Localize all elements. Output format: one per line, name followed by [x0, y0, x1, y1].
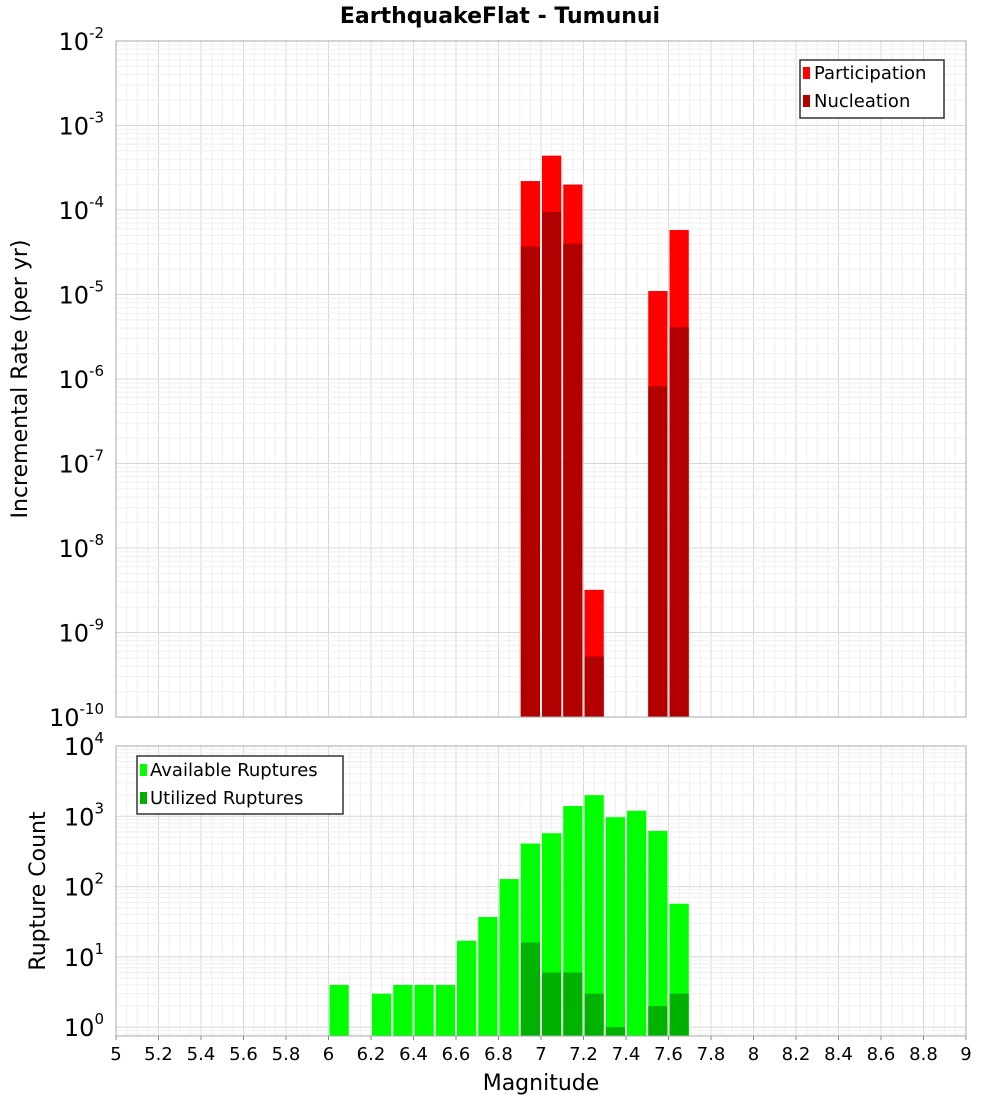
- top-legend: Participation Nucleation: [799, 59, 945, 119]
- legend-label-nucleation: Nucleation: [814, 91, 910, 112]
- x-tick-label: 6.2: [357, 1044, 386, 1065]
- bottom-bar-available-ruptures: [499, 879, 519, 1036]
- bottom-bar-utilized-ruptures: [520, 942, 540, 1036]
- bottom-bar-available-ruptures: [478, 916, 498, 1036]
- bottom-legend-box: [136, 755, 344, 815]
- bottom-bar-utilized-ruptures: [542, 972, 562, 1036]
- bottom-bar-available-ruptures: [605, 817, 625, 1036]
- x-tick-label: 5.6: [229, 1044, 258, 1065]
- top-y-ticks: 10-10 10-9 10-8 10-7 10-6 10-5 10-4 10-3 10-2: [49, 24, 104, 732]
- legend-label-utilized: Utilized Ruptures: [150, 788, 303, 809]
- x-tick-label: 6: [323, 1044, 334, 1065]
- x-tick-label: 6.6: [442, 1044, 471, 1065]
- x-tick-label: 5.2: [144, 1044, 173, 1065]
- top-y-tick-label: 10-7: [58, 447, 104, 479]
- top-gridlines: [115, 40, 967, 718]
- x-tick-label: 8.8: [909, 1044, 938, 1065]
- top-y-tick-label: 10-9: [58, 616, 104, 648]
- top-y-tick-label: 10-3: [58, 109, 104, 141]
- top-y-tick-label: 10-4: [58, 193, 104, 225]
- bottom-bar-available-ruptures: [435, 984, 455, 1036]
- top-y-tick-label: 10-6: [58, 362, 104, 394]
- x-tick-label: 5.4: [187, 1044, 216, 1065]
- bottom-bar-available-ruptures: [372, 993, 392, 1036]
- top-y-tick-label: 10-10: [49, 700, 104, 732]
- x-tick-label: 6.4: [399, 1044, 428, 1065]
- x-tick-label: 8.4: [824, 1044, 853, 1065]
- bottom-gridlines: [115, 745, 967, 1036]
- x-ticks: 5 5.2 5.4 5.6 5.8 6 6.2 6.4 6.6 6.8 7 7.2 7.4 7.6 7.8 8…: [110, 1036, 972, 1065]
- bottom-bar-utilized-ruptures: [584, 993, 604, 1036]
- top-bars: [520, 155, 689, 718]
- legend-swatch-available: [140, 764, 147, 776]
- top-bar-nucleation: [584, 656, 604, 717]
- top-y-tick-label: 10-8: [58, 531, 104, 563]
- bottom-bar-utilized-ruptures: [648, 1006, 668, 1036]
- top-y-tick-label: 10-5: [58, 278, 104, 310]
- x-tick-label: 8: [748, 1044, 759, 1065]
- top-bar-nucleation: [563, 243, 583, 718]
- bottom-legend: Available Ruptures Utilized Ruptures: [136, 755, 344, 815]
- top-plot-border: [115, 40, 967, 718]
- x-tick-label: 8.2: [782, 1044, 811, 1065]
- x-tick-label: 7.8: [697, 1044, 726, 1065]
- bottom-bar-available-ruptures: [584, 795, 604, 1036]
- top-panel: 10-10 10-9 10-8 10-7 10-6 10-5 10-4 10-3 10-2 In…: [8, 24, 967, 732]
- bottom-y-tick-label: 101: [64, 940, 104, 972]
- bottom-panel: 100 101 102 103 104 5 5.2 5.4 5.6 5.8 6 6.2 6.4 6.6 6…: [26, 729, 972, 1096]
- x-tick-label: 7.6: [654, 1044, 683, 1065]
- x-tick-label: 5.8: [272, 1044, 301, 1065]
- chart-title: EarthquakeFlat - Tumunui: [340, 4, 660, 29]
- x-tick-label: 7.2: [569, 1044, 598, 1065]
- bottom-bar-available-ruptures: [329, 984, 349, 1036]
- x-tick-label: 7: [535, 1044, 546, 1065]
- bottom-y-tick-label: 104: [64, 729, 104, 761]
- top-bar-nucleation: [520, 246, 540, 718]
- legend-swatch-nucleation: [803, 95, 810, 107]
- top-legend-box: [799, 59, 945, 119]
- top-y-tick-label: 10-2: [58, 24, 104, 56]
- bottom-bar-utilized-ruptures: [669, 993, 689, 1036]
- bottom-y-axis-label: Rupture Count: [26, 811, 51, 971]
- legend-label-participation: Participation: [814, 63, 926, 84]
- x-tick-label: 5: [110, 1044, 121, 1065]
- bottom-y-tick-label: 100: [64, 1010, 104, 1042]
- legend-swatch-utilized: [140, 792, 147, 804]
- x-tick-label: 9: [960, 1044, 971, 1065]
- bottom-y-ticks: 100 101 102 103 104: [64, 729, 104, 1042]
- bottom-bar-available-ruptures: [627, 810, 647, 1036]
- bottom-bar-available-ruptures: [393, 984, 413, 1036]
- bottom-bar-utilized-ruptures: [563, 972, 583, 1036]
- bottom-y-tick-label: 103: [64, 799, 104, 831]
- top-bar-nucleation: [648, 386, 668, 717]
- top-bar-nucleation: [542, 211, 562, 717]
- top-y-axis-label: Incremental Rate (per yr): [8, 240, 33, 519]
- x-tick-label: 6.8: [484, 1044, 513, 1065]
- bottom-bar-available-ruptures: [457, 940, 477, 1036]
- legend-swatch-participation: [803, 67, 810, 79]
- bottom-bar-utilized-ruptures: [605, 1027, 625, 1036]
- x-tick-label: 8.6: [867, 1044, 896, 1065]
- bottom-bar-available-ruptures: [648, 830, 668, 1036]
- bottom-y-tick-label: 102: [64, 870, 104, 902]
- x-axis-label: Magnitude: [483, 1071, 600, 1096]
- top-bar-nucleation: [669, 327, 689, 717]
- legend-label-available: Available Ruptures: [150, 760, 318, 781]
- x-tick-label: 7.4: [612, 1044, 641, 1065]
- bottom-bar-available-ruptures: [414, 984, 434, 1036]
- bottom-bars: [329, 795, 689, 1036]
